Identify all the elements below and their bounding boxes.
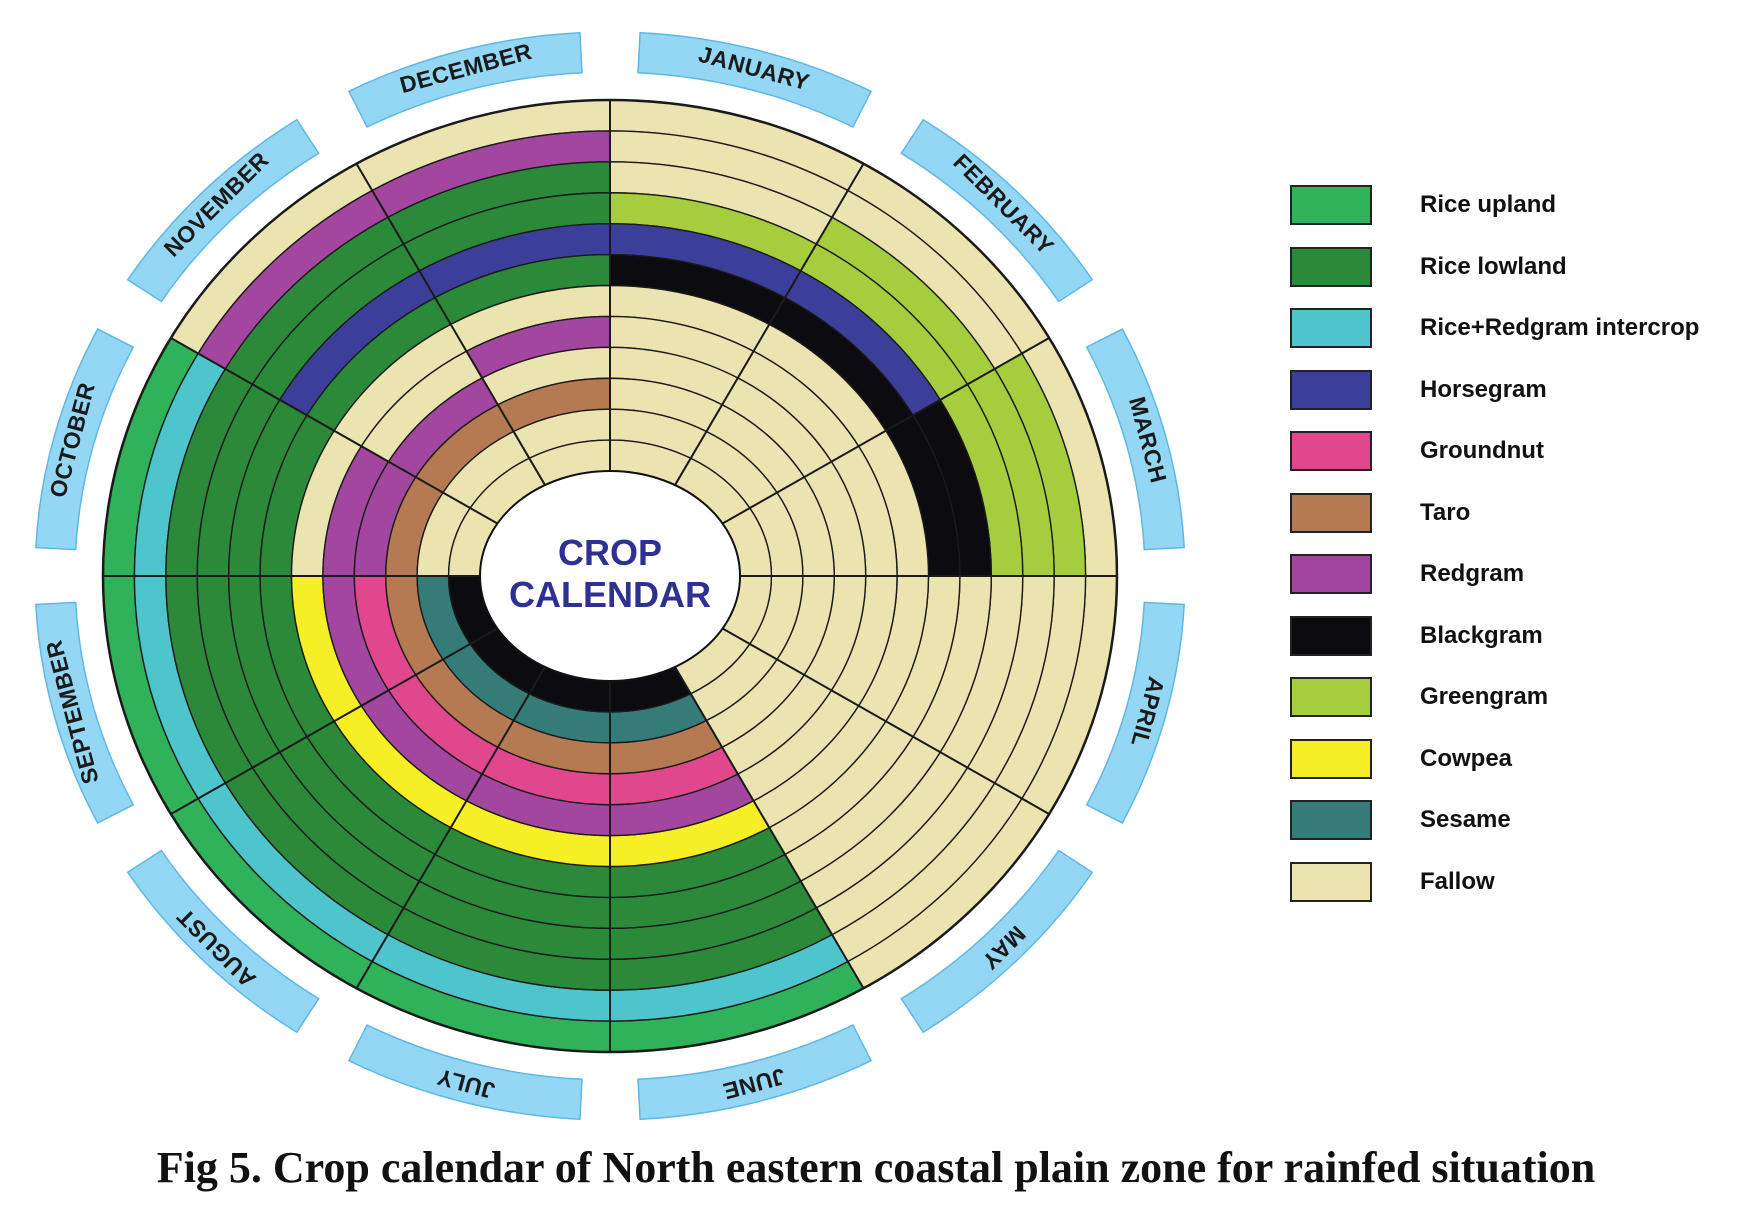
legend-swatch bbox=[1290, 185, 1372, 225]
month-divider bbox=[355, 163, 546, 486]
month-tab-shape bbox=[34, 601, 135, 824]
legend-item-horsegram: Horsegram bbox=[1290, 369, 1547, 411]
month-tab-shape bbox=[1085, 601, 1186, 824]
legend-swatch bbox=[1290, 677, 1372, 717]
month-divider bbox=[170, 337, 498, 525]
month-tab-may: MAY bbox=[900, 849, 1094, 1034]
month-tab-july: JULY bbox=[347, 1024, 583, 1121]
legend-item-greengram: Greengram bbox=[1290, 676, 1548, 718]
legend-swatch bbox=[1290, 246, 1372, 287]
ring-gridlines bbox=[101, 98, 1119, 1054]
ring-segments bbox=[102, 99, 1118, 1053]
legend-swatch bbox=[1290, 615, 1372, 656]
legend-item-cowpea: Cowpea bbox=[1290, 738, 1512, 780]
legend-label: Greengram bbox=[1420, 683, 1549, 710]
legend-item-fallow: Fallow bbox=[1290, 861, 1495, 903]
legend-label: Rice lowland bbox=[1420, 252, 1567, 280]
figure-caption: Fig 5. Crop calendar of North eastern co… bbox=[156, 1143, 1596, 1192]
legend-item-redgram: Redgram bbox=[1290, 553, 1524, 595]
legend-swatch bbox=[1290, 554, 1372, 594]
month-tab-shape bbox=[126, 118, 320, 303]
legend-swatch bbox=[1290, 308, 1372, 348]
legend-label: Rice upland bbox=[1420, 191, 1557, 218]
month-tab-shape bbox=[900, 118, 1094, 303]
month-tab-shape bbox=[347, 31, 583, 128]
center-title-line1: CROP bbox=[558, 532, 662, 573]
legend-item-taro: Taro bbox=[1290, 492, 1470, 534]
month-tab-shape bbox=[347, 1024, 583, 1121]
legend-swatch bbox=[1290, 492, 1372, 533]
month-tab-shape bbox=[34, 328, 135, 551]
legend-label: Cowpea bbox=[1420, 744, 1513, 772]
legend-swatch bbox=[1290, 431, 1372, 471]
legend-item-intercrop: Rice+Redgram intercrop bbox=[1290, 307, 1699, 349]
legend-item-groundnut: Groundnut bbox=[1290, 430, 1544, 472]
month-divider bbox=[674, 666, 865, 989]
legend-label: Fallow bbox=[1420, 867, 1495, 895]
legend-swatch bbox=[1290, 800, 1372, 840]
month-divider bbox=[170, 627, 498, 815]
month-tab-shape bbox=[637, 1024, 873, 1121]
month-tab-april: APRIL bbox=[1085, 601, 1186, 824]
legend-label: Blackgram bbox=[1420, 621, 1543, 649]
legend-label: Rice+Redgram intercrop bbox=[1420, 314, 1700, 341]
month-tab-june: JUNE bbox=[637, 1024, 873, 1121]
center-title-line2: CALENDAR bbox=[509, 574, 711, 615]
legend-swatch bbox=[1290, 861, 1372, 902]
legend-label: Sesame bbox=[1420, 806, 1511, 833]
month-divider bbox=[355, 666, 546, 989]
legend-item-lowland: Rice lowland bbox=[1290, 246, 1567, 288]
month-divider bbox=[722, 337, 1050, 525]
center-hub bbox=[479, 470, 741, 682]
legend-item-upland: Rice upland bbox=[1290, 184, 1556, 226]
month-tab-shape bbox=[637, 31, 873, 128]
legend-label: Redgram bbox=[1420, 560, 1525, 587]
legend-label: Taro bbox=[1420, 498, 1471, 526]
month-divider bbox=[722, 627, 1050, 815]
legend-item-blackgram: Blackgram bbox=[1290, 615, 1543, 657]
legend-item-sesame: Sesame bbox=[1290, 799, 1511, 841]
legend-swatch bbox=[1290, 369, 1372, 410]
month-tab-shape bbox=[126, 849, 320, 1034]
legend-label: Horsegram bbox=[1420, 375, 1547, 403]
legend-swatch bbox=[1290, 738, 1372, 779]
legend-label: Groundnut bbox=[1420, 437, 1544, 464]
wheel-outline bbox=[101, 98, 1119, 1054]
month-divider bbox=[674, 163, 865, 486]
month-tab-shape bbox=[1085, 328, 1186, 551]
month-tab-shape bbox=[900, 849, 1094, 1034]
